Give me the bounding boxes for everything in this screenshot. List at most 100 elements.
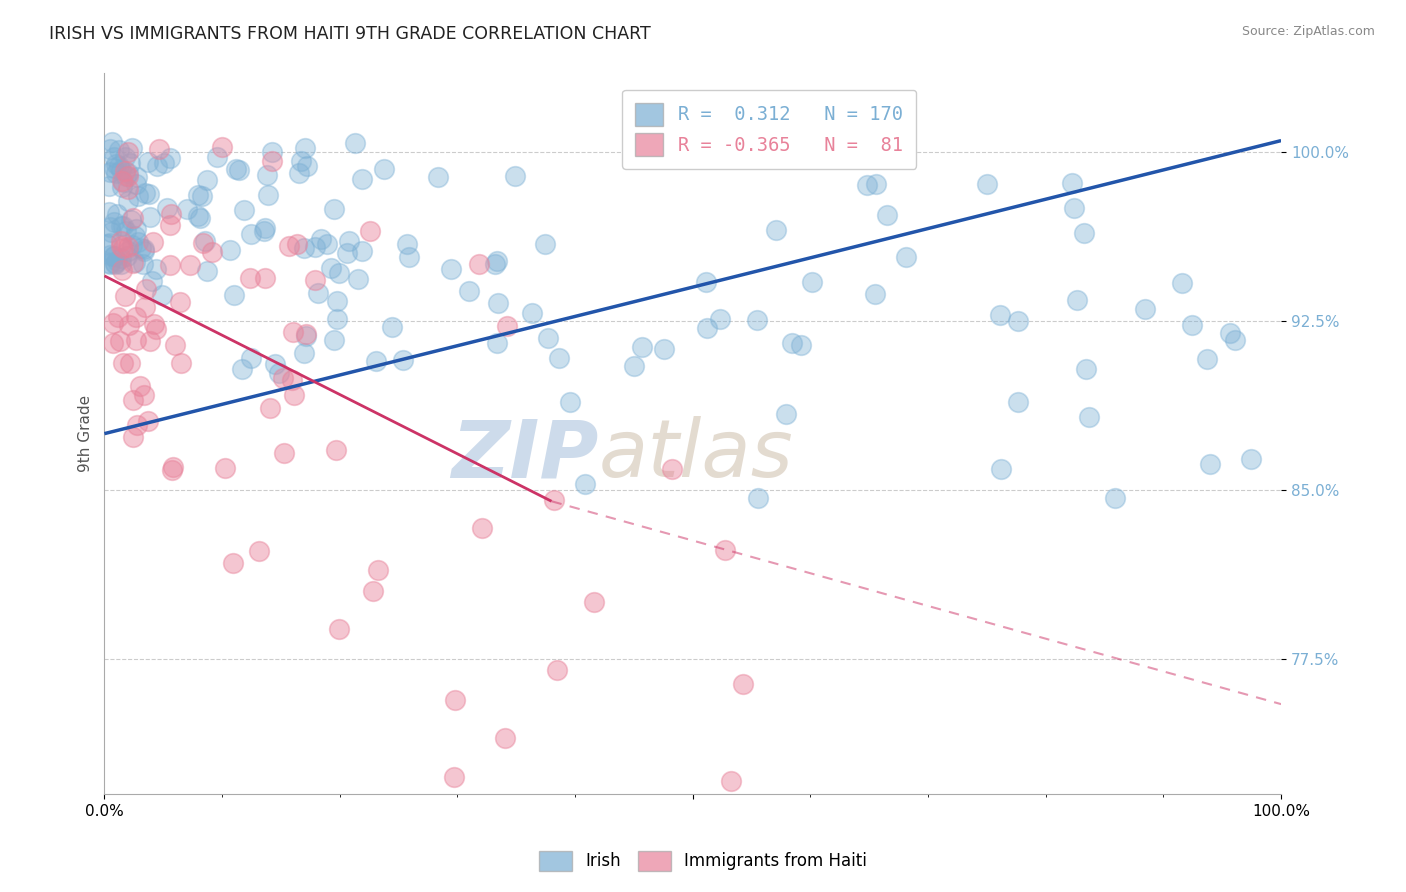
Point [98, 142, 121, 156]
Point [218, 244, 240, 258]
Point [165, 338, 187, 352]
Point [121, 430, 143, 444]
Point [503, 169, 526, 183]
Point [328, 622, 350, 636]
Point [325, 294, 347, 309]
Point [1076, 362, 1098, 376]
Point [623, 359, 645, 374]
Point [110, 234, 132, 248]
Point [295, 327, 318, 342]
Point [222, 556, 245, 570]
Point [114, 289, 136, 303]
Point [105, 157, 128, 171]
Point [720, 773, 742, 788]
Point [205, 150, 228, 164]
Point [363, 583, 385, 598]
Point [159, 258, 181, 272]
Point [709, 311, 731, 326]
Point [392, 353, 415, 368]
Point [486, 296, 509, 310]
Point [115, 249, 138, 263]
Point [107, 310, 129, 324]
Point [103, 335, 125, 350]
Point [127, 235, 149, 249]
Point [273, 446, 295, 460]
Point [304, 240, 326, 254]
Point [352, 171, 374, 186]
Point [145, 261, 167, 276]
Point [103, 316, 125, 330]
Point [98, 165, 121, 179]
Point [110, 257, 132, 271]
Point [1171, 277, 1194, 291]
Point [120, 156, 142, 170]
Point [713, 542, 735, 557]
Point [98, 178, 121, 193]
Point [138, 187, 160, 202]
Point [263, 357, 285, 371]
Point [427, 170, 450, 185]
Point [292, 241, 315, 255]
Point [304, 273, 326, 287]
Point [162, 460, 184, 475]
Point [295, 329, 318, 343]
Point [865, 287, 887, 301]
Point [765, 223, 787, 237]
Point [176, 202, 198, 216]
Point [98, 255, 121, 269]
Point [110, 239, 132, 253]
Point [259, 401, 281, 415]
Point [1062, 176, 1084, 190]
Point [117, 169, 139, 183]
Point [240, 351, 263, 365]
Point [285, 237, 308, 252]
Point [336, 246, 359, 260]
Point [1007, 395, 1029, 409]
Point [103, 257, 125, 271]
Point [159, 207, 181, 221]
Point [290, 153, 312, 168]
Point [98, 248, 121, 262]
Point [124, 255, 146, 269]
Point [856, 178, 879, 193]
Point [96, 237, 118, 252]
Point [103, 249, 125, 263]
Point [105, 166, 128, 180]
Point [107, 159, 129, 173]
Point [132, 242, 155, 256]
Point [443, 770, 465, 784]
Point [153, 155, 176, 169]
Point [546, 663, 568, 677]
Point [104, 256, 127, 270]
Point [733, 677, 755, 691]
Point [132, 257, 155, 271]
Point [745, 313, 768, 327]
Point [170, 355, 193, 369]
Point [132, 388, 155, 402]
Point [111, 179, 134, 194]
Point [111, 219, 134, 233]
Point [269, 366, 291, 380]
Text: atlas: atlas [599, 417, 793, 494]
Point [110, 219, 132, 234]
Point [522, 306, 544, 320]
Point [801, 275, 824, 289]
Point [125, 310, 148, 324]
Point [280, 373, 302, 387]
Point [325, 312, 347, 326]
Point [125, 333, 148, 347]
Point [111, 356, 134, 370]
Point [239, 271, 262, 285]
Point [257, 187, 280, 202]
Point [122, 392, 145, 407]
Point [118, 318, 141, 332]
Point [127, 418, 149, 433]
Point [124, 221, 146, 235]
Point [101, 135, 124, 149]
Point [260, 145, 283, 159]
Text: Source: ZipAtlas.com: Source: ZipAtlas.com [1241, 25, 1375, 38]
Point [121, 238, 143, 252]
Point [179, 259, 201, 273]
Point [322, 202, 344, 217]
Point [381, 320, 404, 334]
